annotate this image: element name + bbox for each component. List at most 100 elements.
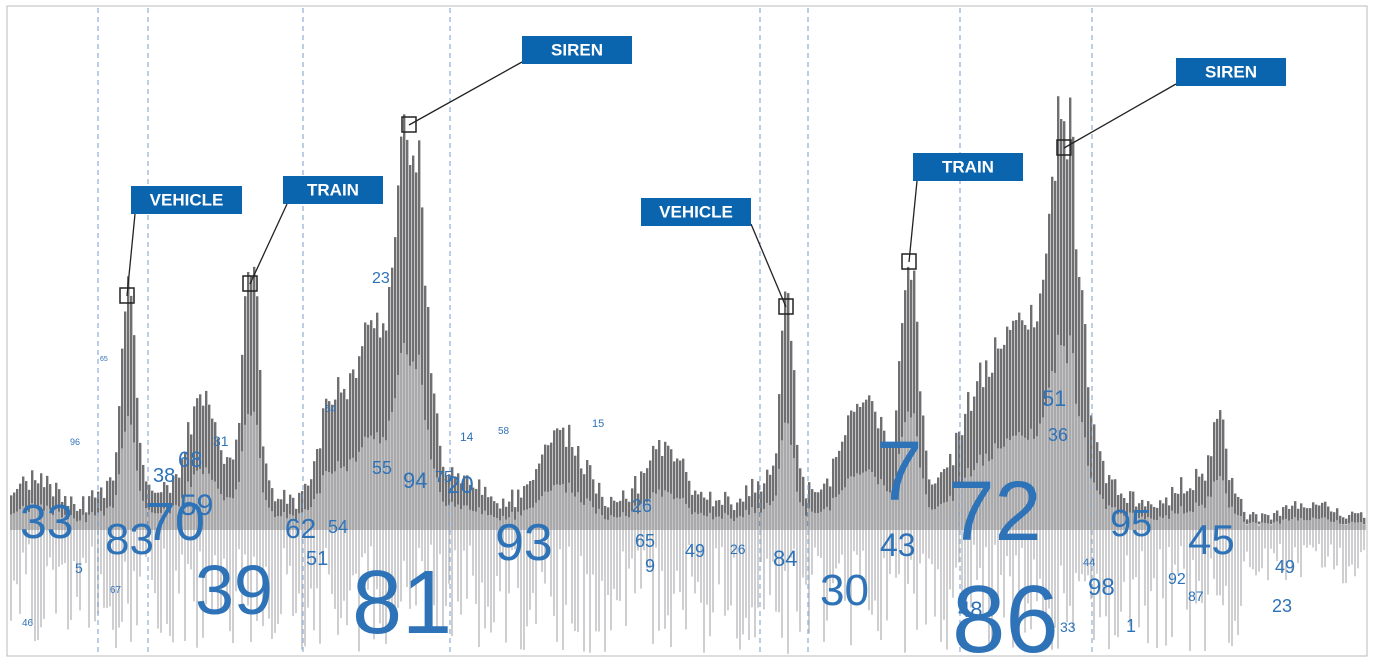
wave-bar-bottom [1099, 524, 1101, 618]
wave-bar-bottom [505, 524, 507, 643]
wave-bar-bottom [649, 524, 651, 568]
wave-bar-mid [712, 519, 714, 530]
wave-bar-top [616, 502, 619, 530]
wave-bar-bottom [811, 524, 813, 575]
wave-bar-bottom [79, 524, 81, 611]
wave-bar-top [481, 494, 484, 530]
wave-bar-bottom [853, 524, 855, 552]
wave-bar-top [370, 320, 373, 530]
wave-bar-mid [43, 510, 45, 530]
wave-bar-mid [1165, 515, 1167, 530]
wave-bar-top [1228, 480, 1231, 530]
wave-bar-top [1039, 293, 1042, 530]
wave-bar-bottom [898, 524, 900, 575]
wave-bar-mid [220, 494, 222, 530]
wave-bar-bottom [763, 524, 765, 610]
wave-bar-bottom [1189, 524, 1191, 652]
wave-bar-mid [835, 497, 837, 530]
wave-bar-top [700, 491, 703, 530]
wave-bar-mid [1141, 516, 1143, 530]
wave-bar-mid [454, 506, 456, 530]
wave-bar-mid [1198, 505, 1200, 530]
wave-bar-mid [763, 508, 765, 530]
wave-bar-mid [319, 493, 321, 530]
wave-bar-bottom [466, 524, 468, 599]
wave-bar-bottom [511, 524, 513, 551]
wave-bar-bottom [370, 524, 372, 547]
number: 26 [632, 496, 652, 516]
wave-bar-top [538, 463, 541, 530]
wave-bar-bottom [865, 524, 867, 597]
wave-bar-mid [466, 505, 468, 530]
wave-bar-top [52, 496, 55, 530]
wave-bar-top [976, 381, 979, 530]
wave-bar-bottom [532, 524, 534, 593]
wave-bar-bottom [493, 524, 495, 623]
label-box [641, 198, 751, 226]
wave-bar-mid [907, 411, 909, 530]
wave-bar-top [172, 475, 175, 530]
wave-bar-mid [1318, 518, 1320, 530]
wave-bar-bottom [1075, 524, 1077, 573]
wave-bar-mid [10, 514, 12, 530]
number: 55 [372, 458, 392, 478]
wave-bar-top [217, 438, 220, 530]
wave-bar-top [427, 306, 430, 530]
wave-bar-bottom [1087, 524, 1089, 576]
wave-bar-bottom [712, 524, 714, 613]
wave-bar-top [334, 399, 337, 530]
wave-bar-top [574, 455, 577, 530]
wave-bar-bottom [1012, 524, 1014, 648]
wave-bar-mid [250, 415, 252, 530]
wave-bar-mid [439, 492, 441, 530]
wave-bar-mid [559, 484, 561, 530]
wave-bar-top [694, 490, 697, 530]
wave-bar-mid [1237, 515, 1239, 530]
wave-bar-bottom [1249, 524, 1251, 568]
wave-bar-mid [487, 515, 489, 530]
wave-bar-mid [502, 515, 504, 530]
wave-bar-bottom [151, 524, 153, 580]
wave-bar-bottom [1150, 524, 1152, 592]
wave-bar-mid [697, 513, 699, 530]
wave-bar-top [445, 476, 448, 530]
wave-bar-bottom [1240, 524, 1242, 607]
wave-bar-bottom [535, 524, 537, 625]
wave-bar-mid [205, 467, 207, 530]
wave-bar-top [625, 498, 628, 530]
wave-bar-bottom [775, 524, 777, 612]
wave-bar-bottom [1330, 524, 1332, 545]
wave-bar-bottom [1279, 524, 1281, 545]
wave-bar-top [643, 472, 646, 530]
wave-bar-top [769, 474, 772, 530]
wave-bar-mid [166, 509, 168, 530]
wave-bar-top [1090, 415, 1093, 530]
wave-bar-bottom [955, 524, 957, 568]
wave-bar-bottom [859, 524, 861, 580]
wave-bar-top [1216, 418, 1219, 530]
wave-bar-top [1255, 514, 1258, 530]
wave-bar-bottom [1285, 524, 1287, 581]
wave-bar-top [463, 475, 466, 530]
wave-bar-bottom [475, 524, 477, 604]
wave-bar-bottom [61, 524, 63, 565]
wave-bar-top [985, 360, 988, 530]
wave-bar-top [595, 493, 598, 530]
wave-bar-mid [1159, 516, 1161, 530]
wave-bar-mid [718, 516, 720, 530]
wave-bar-bottom [166, 524, 168, 624]
wave-bar-top [121, 348, 124, 530]
wave-bar-bottom [943, 524, 945, 620]
wave-bar-top [1291, 505, 1294, 530]
wave-bar-mid [1228, 507, 1230, 530]
wave-bar-top [115, 452, 118, 530]
wave-bar-bottom [946, 524, 948, 650]
wave-bar-top [223, 463, 226, 530]
wave-bar-bottom [652, 524, 654, 644]
label-text: TRAIN [942, 157, 994, 176]
wave-bar-mid [703, 515, 705, 530]
wave-bar-top [874, 411, 877, 530]
wave-bar-top [814, 492, 817, 530]
wave-bar-bottom [721, 524, 723, 547]
wave-bar-bottom [310, 524, 312, 589]
